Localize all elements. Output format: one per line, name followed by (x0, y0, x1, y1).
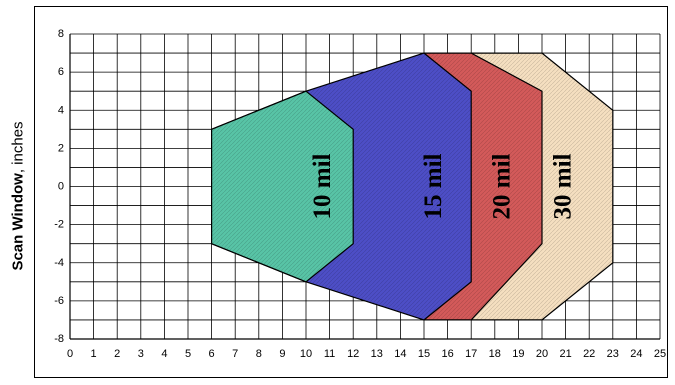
x-tick-label: 11 (324, 348, 335, 360)
y-tick-label: -6 (54, 295, 64, 307)
x-tick-label: 16 (441, 348, 453, 360)
x-tick-label: 1 (91, 348, 97, 360)
y-axis-title-bold: Scan Window (9, 173, 27, 271)
series-hatch-10-mil (211, 91, 354, 282)
y-tick-label: 0 (58, 181, 64, 193)
series-label-30-mil: 30 mil (550, 153, 577, 219)
x-tick-label: 9 (279, 348, 285, 360)
y-tick-label: -4 (54, 257, 64, 269)
x-tick-label: 7 (232, 348, 238, 360)
x-tick-label: 0 (67, 348, 73, 360)
series-label-10-mil: 10 mil (309, 153, 336, 219)
x-tick-label: 4 (161, 348, 167, 360)
x-tick-label: 25 (654, 348, 666, 360)
x-tick-label: 23 (607, 348, 619, 360)
y-tick-label: 4 (58, 104, 64, 116)
y-tick-label: -2 (54, 219, 64, 231)
x-tick-label: 22 (583, 348, 595, 360)
y-tick-label: 8 (58, 28, 64, 40)
series-label-15-mil: 15 mil (420, 153, 447, 219)
x-tick-label: 14 (394, 348, 406, 360)
x-tick-label: 13 (371, 348, 383, 360)
series-label-20-mil: 20 mil (488, 153, 515, 219)
x-tick-label: 5 (185, 348, 191, 360)
x-tick-label: 20 (536, 348, 548, 360)
x-tick-label: 24 (630, 348, 642, 360)
x-tick-label: 17 (465, 348, 477, 360)
y-tick-label: 6 (58, 66, 64, 78)
x-tick-label: 10 (300, 348, 312, 360)
y-axis-title-rest: , inches (9, 121, 27, 174)
x-tick-label: 18 (489, 348, 501, 360)
x-tick-label: 8 (256, 348, 262, 360)
x-tick-label: 6 (209, 348, 215, 360)
x-tick-label: 2 (114, 348, 120, 360)
y-tick-label: -8 (54, 333, 64, 345)
x-tick-label: 19 (512, 348, 524, 360)
y-tick-label: 2 (58, 142, 64, 154)
x-tick-label: 15 (418, 348, 430, 360)
x-tick-label: 21 (559, 348, 571, 360)
x-tick-label: 12 (347, 348, 359, 360)
x-tick-label: 3 (138, 348, 144, 360)
